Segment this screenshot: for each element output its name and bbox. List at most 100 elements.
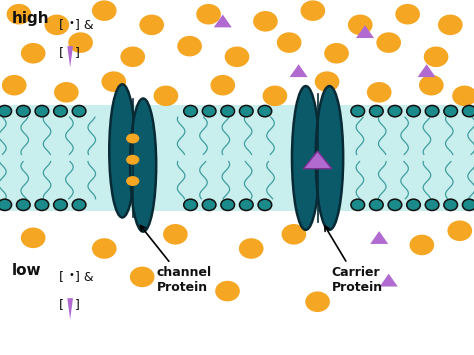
Ellipse shape xyxy=(126,176,139,186)
Ellipse shape xyxy=(21,43,46,64)
Ellipse shape xyxy=(407,199,420,211)
Ellipse shape xyxy=(407,105,420,117)
Text: low: low xyxy=(12,263,42,278)
Ellipse shape xyxy=(35,105,49,117)
Ellipse shape xyxy=(447,220,472,241)
Ellipse shape xyxy=(21,228,46,248)
Ellipse shape xyxy=(253,11,278,32)
Ellipse shape xyxy=(101,71,126,92)
Ellipse shape xyxy=(444,105,457,117)
Ellipse shape xyxy=(292,86,319,230)
Ellipse shape xyxy=(258,199,272,211)
Ellipse shape xyxy=(315,71,339,92)
Ellipse shape xyxy=(92,238,117,259)
Ellipse shape xyxy=(202,199,216,211)
Ellipse shape xyxy=(184,199,197,211)
Text: Carrier
Protein: Carrier Protein xyxy=(325,226,383,294)
Polygon shape xyxy=(303,151,332,169)
Ellipse shape xyxy=(425,199,439,211)
Ellipse shape xyxy=(202,105,216,117)
Ellipse shape xyxy=(196,4,221,24)
Polygon shape xyxy=(290,64,308,77)
Ellipse shape xyxy=(120,47,145,67)
Ellipse shape xyxy=(54,105,67,117)
Ellipse shape xyxy=(258,105,272,117)
Ellipse shape xyxy=(126,155,139,165)
Ellipse shape xyxy=(239,238,264,259)
Ellipse shape xyxy=(452,86,474,106)
Text: •: • xyxy=(69,270,74,280)
Ellipse shape xyxy=(35,199,49,211)
Ellipse shape xyxy=(463,105,474,117)
Ellipse shape xyxy=(177,36,202,56)
Ellipse shape xyxy=(305,291,330,312)
Polygon shape xyxy=(214,15,232,27)
Ellipse shape xyxy=(410,235,434,255)
Ellipse shape xyxy=(0,199,11,211)
Ellipse shape xyxy=(215,281,240,301)
Ellipse shape xyxy=(221,199,235,211)
Ellipse shape xyxy=(438,15,463,35)
Ellipse shape xyxy=(370,199,383,211)
Ellipse shape xyxy=(54,82,79,103)
Text: ] &: ] & xyxy=(75,270,93,283)
Ellipse shape xyxy=(225,47,249,67)
Text: [: [ xyxy=(59,270,64,283)
Ellipse shape xyxy=(184,105,197,117)
Ellipse shape xyxy=(163,224,188,245)
Ellipse shape xyxy=(0,105,11,117)
Ellipse shape xyxy=(239,199,253,211)
Ellipse shape xyxy=(388,199,402,211)
Text: channel
Protein: channel Protein xyxy=(140,225,211,294)
Ellipse shape xyxy=(351,105,365,117)
Ellipse shape xyxy=(424,47,448,67)
Ellipse shape xyxy=(45,15,69,35)
Polygon shape xyxy=(356,25,374,38)
Ellipse shape xyxy=(154,86,178,106)
Ellipse shape xyxy=(54,199,67,211)
Ellipse shape xyxy=(301,0,325,21)
Ellipse shape xyxy=(109,84,136,217)
Ellipse shape xyxy=(17,199,30,211)
Ellipse shape xyxy=(130,267,155,287)
Ellipse shape xyxy=(130,98,156,231)
Ellipse shape xyxy=(348,15,373,35)
Polygon shape xyxy=(67,298,73,320)
Polygon shape xyxy=(380,274,398,286)
Text: high: high xyxy=(12,11,49,26)
Ellipse shape xyxy=(351,199,365,211)
Ellipse shape xyxy=(444,199,457,211)
Polygon shape xyxy=(418,64,436,77)
Ellipse shape xyxy=(376,32,401,53)
Ellipse shape xyxy=(419,75,444,95)
Ellipse shape xyxy=(395,4,420,24)
Text: ]: ] xyxy=(75,298,80,311)
Text: [: [ xyxy=(59,46,64,59)
Polygon shape xyxy=(67,46,73,67)
Ellipse shape xyxy=(367,82,392,103)
Ellipse shape xyxy=(68,32,93,53)
Ellipse shape xyxy=(139,15,164,35)
Ellipse shape xyxy=(370,105,383,117)
Ellipse shape xyxy=(17,105,30,117)
Ellipse shape xyxy=(324,43,349,64)
Ellipse shape xyxy=(7,4,31,24)
Polygon shape xyxy=(370,231,388,244)
Text: [: [ xyxy=(59,298,64,311)
Ellipse shape xyxy=(210,75,235,95)
Ellipse shape xyxy=(263,86,287,106)
Bar xyxy=(0,105,474,211)
Ellipse shape xyxy=(316,86,343,230)
Ellipse shape xyxy=(92,0,117,21)
Ellipse shape xyxy=(239,105,253,117)
Text: [: [ xyxy=(59,18,64,31)
Ellipse shape xyxy=(282,224,306,245)
Ellipse shape xyxy=(277,32,301,53)
Ellipse shape xyxy=(72,105,86,117)
Ellipse shape xyxy=(388,105,402,117)
Ellipse shape xyxy=(463,199,474,211)
Text: ]: ] xyxy=(75,46,80,59)
Ellipse shape xyxy=(126,133,139,143)
Ellipse shape xyxy=(425,105,439,117)
Text: •: • xyxy=(69,18,74,28)
